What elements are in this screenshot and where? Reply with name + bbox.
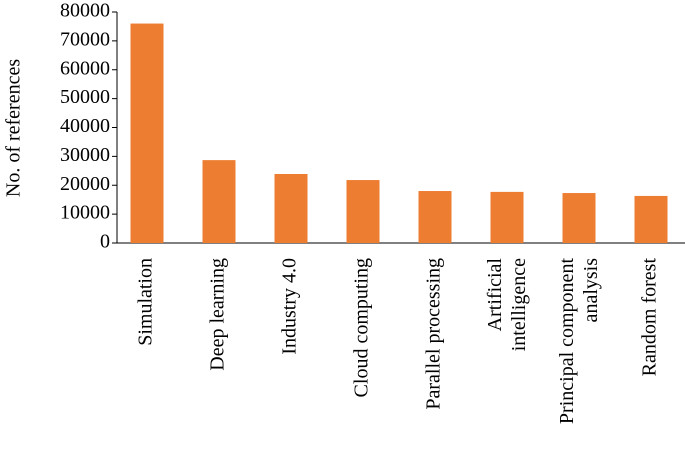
y-tick-label: 70000 (60, 28, 110, 50)
x-tick-label: Cloud computing (351, 258, 373, 397)
x-tick-label: Deep learning (207, 258, 229, 371)
bar (130, 23, 164, 243)
bar (202, 160, 236, 243)
bar (562, 193, 596, 243)
x-tick-label: Principal component analysis (556, 258, 602, 425)
x-tick-label: Simulation (135, 258, 157, 346)
bar (346, 180, 380, 243)
y-axis-label: No. of references (3, 59, 25, 197)
x-tick-label: Parallel processing (423, 258, 445, 410)
y-tick-label: 60000 (60, 57, 110, 79)
y-tick-label: 80000 (60, 0, 110, 22)
bar (634, 195, 668, 243)
bar (490, 191, 524, 243)
x-tick-label: Industry 4.0 (279, 258, 301, 355)
y-tick-label: 30000 (60, 144, 110, 166)
y-tick-label: 40000 (60, 115, 110, 137)
x-tick-label: Artificial intelligence (484, 258, 530, 352)
y-tick-label: 50000 (60, 86, 110, 108)
y-tick-label: 0 (100, 231, 110, 253)
bar (274, 173, 308, 243)
x-tick-label: Random forest (639, 258, 661, 377)
bar (418, 191, 452, 243)
y-tick-label: 10000 (60, 202, 110, 224)
y-tick-label: 20000 (60, 173, 110, 195)
